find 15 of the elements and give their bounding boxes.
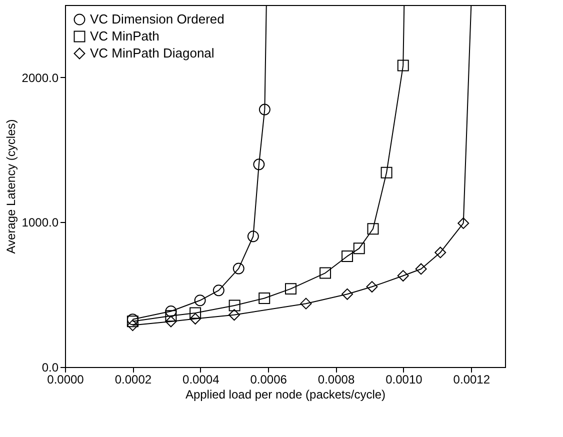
y-tick-label: 1000.0 — [22, 216, 59, 230]
x-tick-label: 0.0008 — [318, 372, 355, 386]
x-tick-label: 0.0012 — [453, 372, 490, 386]
x-tick-label: 0.0000 — [47, 372, 84, 386]
x-axis-title: Applied load per node (packets/cycle) — [185, 388, 386, 402]
legend-label: VC Dimension Ordered — [90, 12, 224, 26]
x-tick-label: 0.0010 — [386, 372, 423, 386]
legend-label: VC MinPath Diagonal — [90, 46, 214, 60]
y-tick-label: 2000.0 — [22, 70, 59, 85]
x-tick-label: 0.0002 — [114, 372, 152, 386]
x-tick-label: 0.0006 — [250, 372, 288, 386]
y-axis-title: Average Latency (cycles) — [4, 119, 18, 254]
y-tick-label: 0.0 — [42, 360, 59, 374]
x-tick-label: 0.0004 — [182, 372, 220, 386]
legend-label: VC MinPath — [90, 28, 160, 44]
